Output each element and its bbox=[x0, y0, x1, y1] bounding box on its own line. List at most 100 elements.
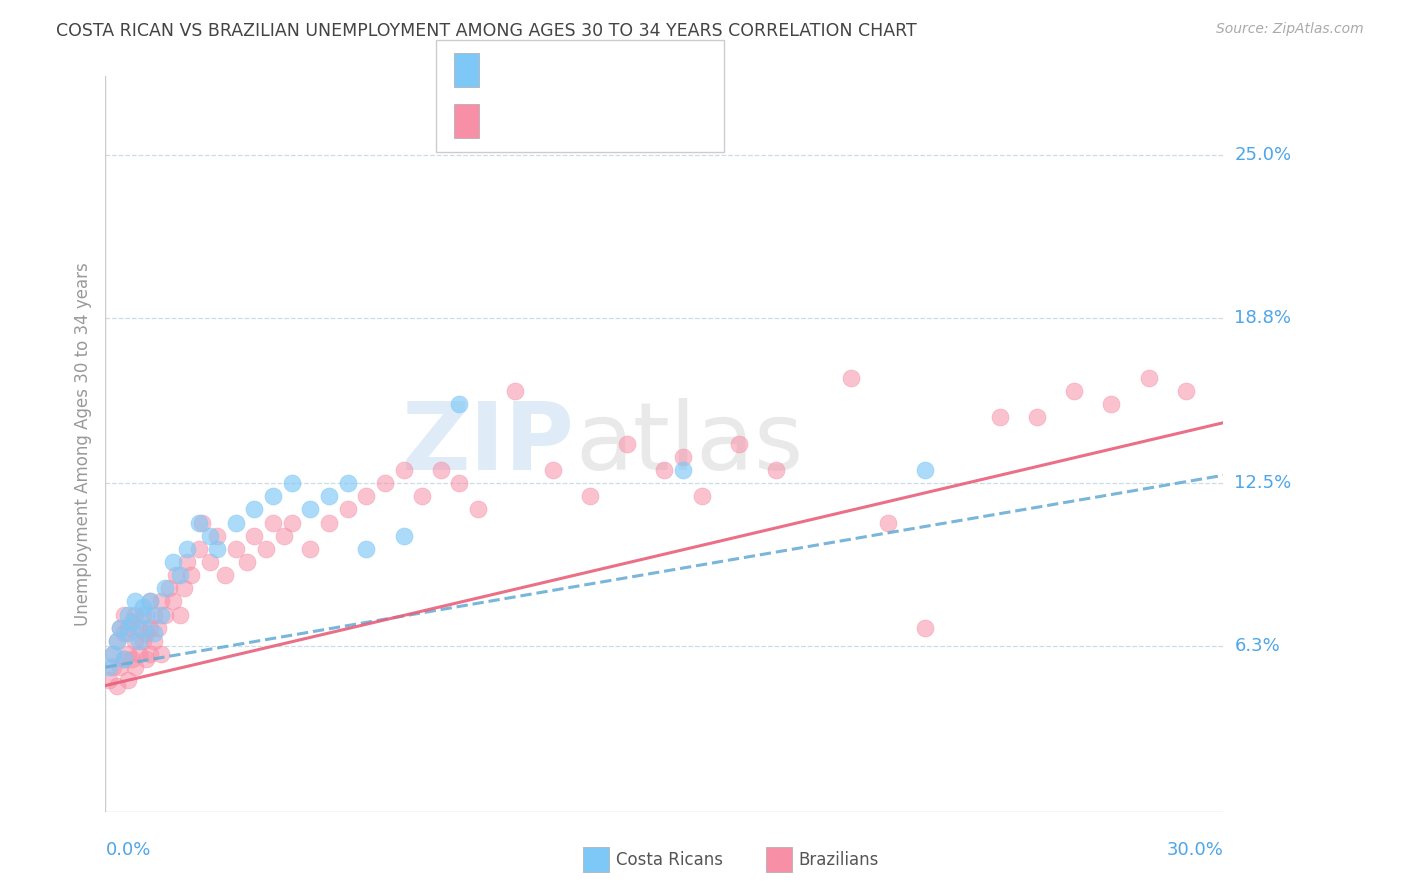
Point bbox=[105, 633, 128, 648]
Point bbox=[139, 594, 162, 608]
Point bbox=[652, 463, 676, 477]
Point bbox=[318, 516, 340, 530]
Point bbox=[101, 660, 124, 674]
Point bbox=[121, 652, 143, 666]
Point bbox=[117, 626, 139, 640]
Point bbox=[392, 529, 415, 543]
Point bbox=[225, 541, 247, 556]
Point bbox=[191, 516, 214, 530]
Point bbox=[139, 621, 162, 635]
Point bbox=[112, 626, 135, 640]
Point bbox=[198, 555, 221, 569]
Point bbox=[1026, 410, 1049, 425]
Point bbox=[132, 607, 155, 622]
Point bbox=[112, 652, 135, 666]
Point bbox=[135, 626, 157, 640]
Point bbox=[877, 516, 900, 530]
Point bbox=[765, 463, 787, 477]
Point bbox=[112, 652, 135, 666]
Point bbox=[672, 463, 695, 477]
Point bbox=[110, 660, 132, 674]
Point bbox=[132, 621, 155, 635]
Point bbox=[162, 594, 184, 608]
Point bbox=[101, 647, 124, 661]
Point bbox=[169, 607, 191, 622]
Point bbox=[1063, 384, 1085, 399]
Point bbox=[121, 615, 143, 630]
Point bbox=[299, 502, 322, 516]
Text: 80: 80 bbox=[620, 112, 643, 129]
Point bbox=[1099, 397, 1122, 411]
Point bbox=[105, 633, 128, 648]
Text: 6.3%: 6.3% bbox=[1234, 637, 1279, 655]
Point bbox=[124, 607, 146, 622]
Point bbox=[142, 607, 165, 622]
Point bbox=[503, 384, 526, 399]
Point bbox=[142, 626, 165, 640]
Point bbox=[117, 647, 139, 661]
Point bbox=[128, 647, 150, 661]
Point bbox=[146, 621, 169, 635]
Point bbox=[135, 652, 157, 666]
Point bbox=[336, 502, 359, 516]
Point bbox=[132, 599, 155, 614]
Text: N =: N = bbox=[585, 112, 621, 129]
Point bbox=[205, 541, 228, 556]
Point bbox=[430, 463, 453, 477]
Y-axis label: Unemployment Among Ages 30 to 34 years: Unemployment Among Ages 30 to 34 years bbox=[73, 262, 91, 625]
Point bbox=[336, 476, 359, 491]
Point bbox=[153, 582, 176, 596]
Point bbox=[180, 568, 202, 582]
Text: 18.8%: 18.8% bbox=[1234, 309, 1291, 326]
Text: 30.0%: 30.0% bbox=[1167, 841, 1223, 859]
Point bbox=[98, 673, 121, 688]
Point bbox=[157, 582, 180, 596]
Point bbox=[299, 541, 322, 556]
Point bbox=[728, 436, 751, 450]
Text: COSTA RICAN VS BRAZILIAN UNEMPLOYMENT AMONG AGES 30 TO 34 YEARS CORRELATION CHAR: COSTA RICAN VS BRAZILIAN UNEMPLOYMENT AM… bbox=[56, 22, 917, 40]
Point bbox=[411, 489, 433, 503]
Point bbox=[176, 541, 198, 556]
Point bbox=[273, 529, 295, 543]
Point bbox=[672, 450, 695, 464]
Point bbox=[121, 615, 143, 630]
Text: atlas: atlas bbox=[575, 398, 803, 490]
Point bbox=[988, 410, 1011, 425]
Text: 0.0%: 0.0% bbox=[105, 841, 150, 859]
Point bbox=[616, 436, 638, 450]
Point bbox=[101, 647, 124, 661]
Point bbox=[374, 476, 396, 491]
Point bbox=[124, 594, 146, 608]
Point bbox=[110, 621, 132, 635]
Point bbox=[187, 516, 209, 530]
Text: N =: N = bbox=[585, 60, 621, 78]
Point bbox=[139, 594, 162, 608]
Point bbox=[112, 607, 135, 622]
Point bbox=[110, 621, 132, 635]
Text: R =: R = bbox=[489, 112, 526, 129]
Point bbox=[128, 633, 150, 648]
Point bbox=[117, 607, 139, 622]
Text: R =: R = bbox=[489, 60, 526, 78]
Text: Brazilians: Brazilians bbox=[799, 851, 879, 869]
Text: ZIP: ZIP bbox=[402, 398, 575, 490]
Point bbox=[354, 489, 377, 503]
Point bbox=[449, 397, 471, 411]
Point bbox=[392, 463, 415, 477]
Point bbox=[839, 371, 862, 385]
Point bbox=[318, 489, 340, 503]
Point bbox=[914, 463, 936, 477]
Point bbox=[1137, 371, 1160, 385]
Point bbox=[142, 633, 165, 648]
Point bbox=[198, 529, 221, 543]
Point bbox=[117, 673, 139, 688]
Text: 0.181: 0.181 bbox=[529, 60, 581, 78]
Point bbox=[1175, 384, 1198, 399]
Point bbox=[214, 568, 236, 582]
Point bbox=[254, 541, 277, 556]
Point bbox=[117, 621, 139, 635]
Text: 35: 35 bbox=[620, 60, 643, 78]
Text: Source: ZipAtlas.com: Source: ZipAtlas.com bbox=[1216, 22, 1364, 37]
Point bbox=[187, 541, 209, 556]
Point bbox=[243, 529, 266, 543]
